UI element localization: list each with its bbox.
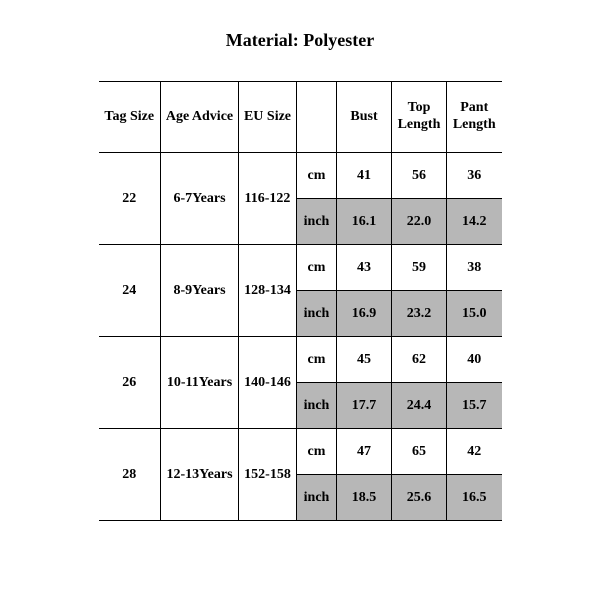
cell-pant-length: 42 [447, 429, 502, 475]
cell-tag-size: 28 [99, 429, 161, 521]
cell-age-advice: 6-7Years [161, 153, 239, 245]
cell-top-length: 23.2 [392, 291, 447, 337]
cell-pant-length: 14.2 [447, 199, 502, 245]
cell-age-advice: 10-11Years [161, 337, 239, 429]
cell-bust: 43 [337, 245, 392, 291]
col-eu-size: EU Size [239, 82, 297, 153]
cell-top-length: 24.4 [392, 383, 447, 429]
table-row: 28 12-13Years 152-158 cm 47 65 42 [99, 429, 502, 475]
cell-bust: 45 [337, 337, 392, 383]
cell-age-advice: 8-9Years [161, 245, 239, 337]
cell-bust: 17.7 [337, 383, 392, 429]
cell-bust: 18.5 [337, 475, 392, 521]
page: Material: Polyester Tag Size Age Advice … [0, 0, 600, 600]
cell-top-length: 22.0 [392, 199, 447, 245]
cell-tag-size: 24 [99, 245, 161, 337]
cell-pant-length: 38 [447, 245, 502, 291]
cell-pant-length: 15.7 [447, 383, 502, 429]
cell-top-length: 62 [392, 337, 447, 383]
col-bust: Bust [337, 82, 392, 153]
cell-eu-size: 152-158 [239, 429, 297, 521]
cell-unit-cm: cm [297, 245, 337, 291]
table-row: 24 8-9Years 128-134 cm 43 59 38 [99, 245, 502, 291]
cell-pant-length: 40 [447, 337, 502, 383]
col-pant-length: Pant Length [447, 82, 502, 153]
table-row: 26 10-11Years 140-146 cm 45 62 40 [99, 337, 502, 383]
cell-pant-length: 15.0 [447, 291, 502, 337]
cell-top-length: 56 [392, 153, 447, 199]
cell-top-length: 25.6 [392, 475, 447, 521]
cell-eu-size: 128-134 [239, 245, 297, 337]
cell-tag-size: 22 [99, 153, 161, 245]
cell-unit-cm: cm [297, 337, 337, 383]
cell-unit-inch: inch [297, 291, 337, 337]
col-top-length: Top Length [392, 82, 447, 153]
cell-age-advice: 12-13Years [161, 429, 239, 521]
cell-pant-length: 36 [447, 153, 502, 199]
cell-tag-size: 26 [99, 337, 161, 429]
cell-pant-length: 16.5 [447, 475, 502, 521]
cell-bust: 41 [337, 153, 392, 199]
col-tag-size: Tag Size [99, 82, 161, 153]
cell-eu-size: 140-146 [239, 337, 297, 429]
cell-unit-cm: cm [297, 429, 337, 475]
cell-unit-inch: inch [297, 475, 337, 521]
table-body: 22 6-7Years 116-122 cm 41 56 36 inch 16.… [99, 153, 502, 521]
cell-top-length: 59 [392, 245, 447, 291]
cell-unit-cm: cm [297, 153, 337, 199]
size-table: Tag Size Age Advice EU Size Bust Top Len… [99, 81, 502, 521]
table-row: 22 6-7Years 116-122 cm 41 56 36 [99, 153, 502, 199]
cell-unit-inch: inch [297, 383, 337, 429]
col-age-advice: Age Advice [161, 82, 239, 153]
cell-bust: 47 [337, 429, 392, 475]
cell-eu-size: 116-122 [239, 153, 297, 245]
table-header-row: Tag Size Age Advice EU Size Bust Top Len… [99, 82, 502, 153]
cell-unit-inch: inch [297, 199, 337, 245]
cell-bust: 16.1 [337, 199, 392, 245]
cell-top-length: 65 [392, 429, 447, 475]
cell-bust: 16.9 [337, 291, 392, 337]
col-unit [297, 82, 337, 153]
page-title: Material: Polyester [0, 30, 600, 51]
